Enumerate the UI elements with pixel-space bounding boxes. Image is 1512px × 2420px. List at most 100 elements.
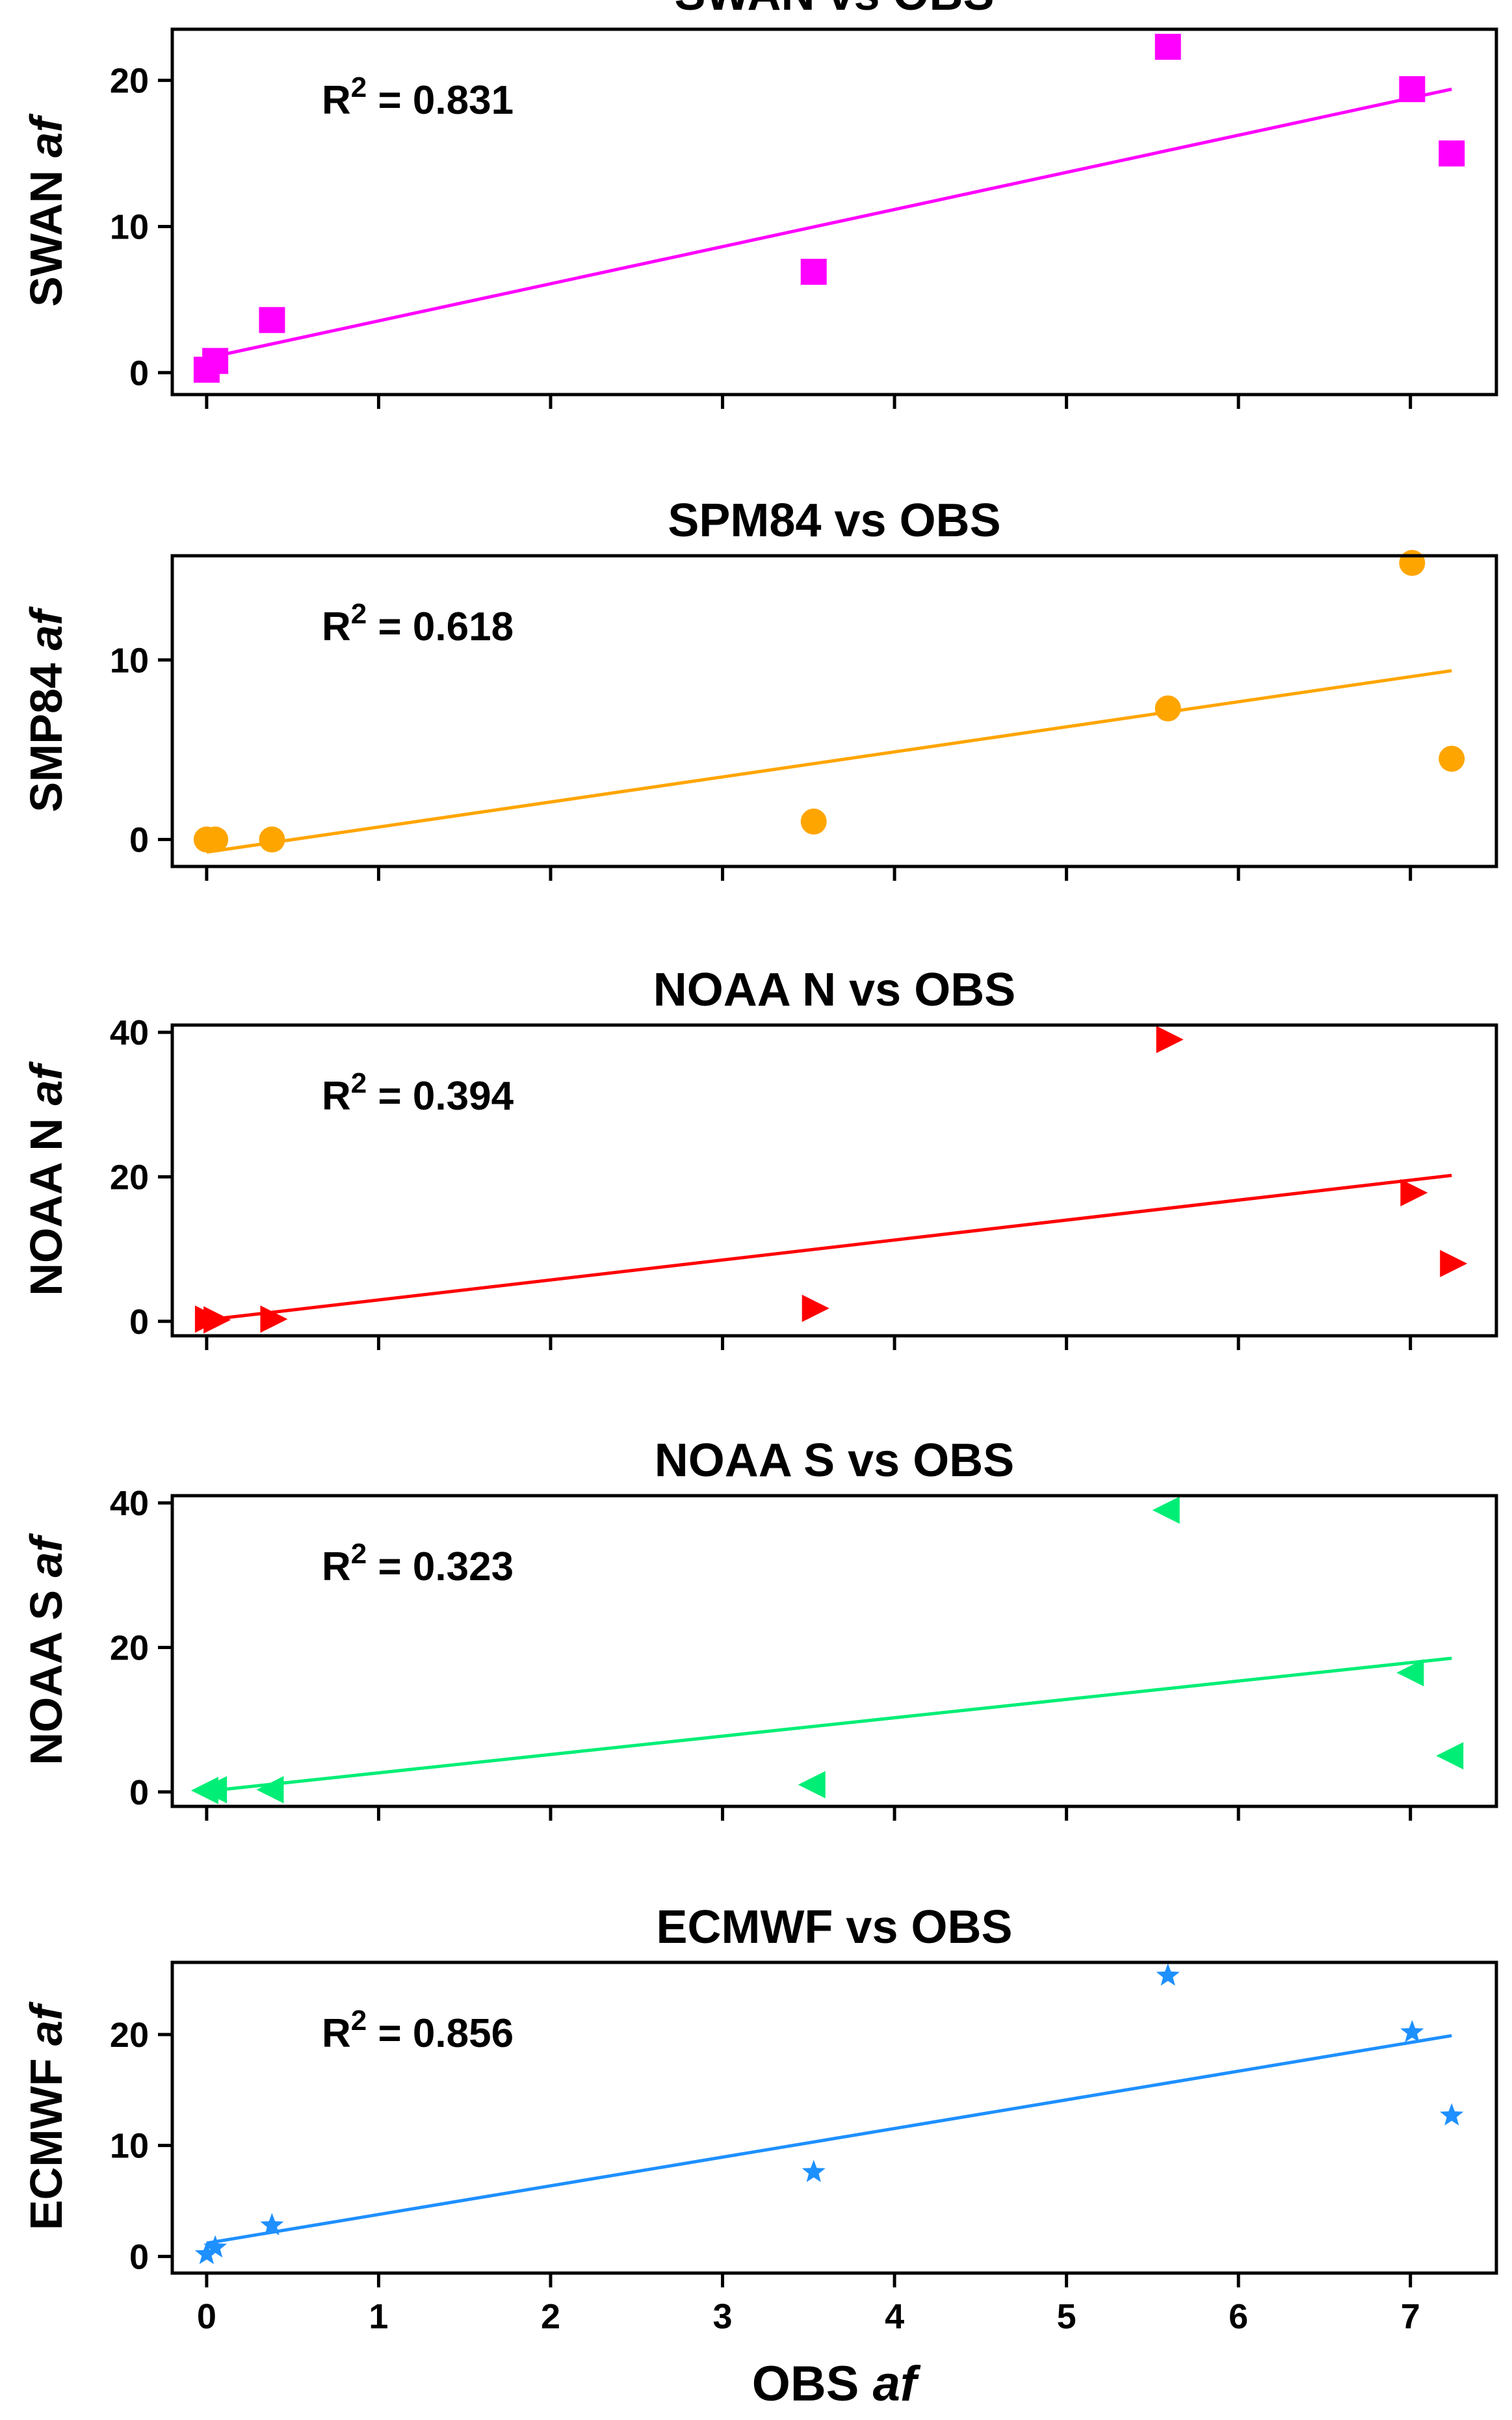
y-axis-label: NOAA S af (21, 1533, 72, 1765)
panel-title: NOAA N vs OBS (653, 964, 1015, 1016)
y-tick-label: 10 (110, 641, 149, 680)
y-tick-label: 20 (110, 2016, 149, 2055)
y-tick-label: 0 (129, 2237, 149, 2276)
regression-line (206, 2034, 1452, 2245)
data-point (1440, 2103, 1464, 2126)
r2-value: = 0.831 (367, 78, 514, 123)
data-point (259, 826, 285, 853)
x-tick-label: 5 (1057, 2297, 1076, 2336)
data-point (802, 2159, 826, 2182)
x-axis-label: OBS af (752, 2356, 921, 2412)
y-axis-label: SMP84 af (21, 606, 72, 813)
data-point (1396, 1659, 1424, 1687)
data-point (798, 1771, 826, 1799)
y-axis-label-italic: af (21, 112, 72, 157)
data-point (1399, 550, 1426, 577)
data-point (260, 1305, 288, 1333)
r2-value: = 0.323 (367, 1544, 514, 1589)
y-axis-label: NOAA N af (21, 1061, 72, 1296)
data-point (203, 1306, 231, 1334)
r2-superscript: 2 (351, 598, 367, 630)
y-axis-label-italic: af (21, 606, 72, 651)
r2-prefix: R (322, 1074, 351, 1119)
y-tick-label: 20 (110, 1158, 149, 1197)
y-tick-label: 20 (110, 1628, 149, 1667)
data-point (1439, 140, 1465, 167)
data-point (1154, 33, 1181, 60)
y-tick-label: 0 (129, 1303, 149, 1342)
y-axis-label-main: ECMWF (21, 2046, 72, 2230)
y-tick-label: 20 (110, 62, 149, 101)
x-tick-label: 4 (885, 2297, 904, 2336)
y-axis-label-italic: af (21, 1533, 72, 1578)
r2-value: = 0.618 (367, 605, 514, 649)
y-axis-label-italic: af (21, 2001, 72, 2046)
y-axis-label-main: SWAN (21, 157, 72, 306)
y-tick-label: 40 (110, 1013, 149, 1052)
data-point (1436, 1742, 1464, 1770)
y-axis-label-main: SMP84 (21, 651, 72, 813)
r2-annotation: R2 = 0.618 (322, 598, 514, 649)
regression-line (206, 1656, 1452, 1793)
r2-superscript: 2 (351, 1067, 367, 1099)
x-tick-label: 6 (1229, 2297, 1248, 2336)
y-axis-label: ECMWF af (21, 2001, 72, 2230)
panel-5: ECMWF vs OBS ECMWF af 0 10 20 0 1 2 3 4 5 6 7 OBS af R… (21, 1901, 1498, 2412)
x-tick-label: 1 (369, 2297, 388, 2336)
panel-3: NOAA N vs OBS NOAA N af 0 20 40 R2 = 0.394 (21, 964, 1498, 1350)
data-point (1154, 695, 1181, 722)
r2-annotation: R2 = 0.394 (322, 1067, 514, 1119)
data-point (194, 2242, 218, 2265)
panel-1: SWAN vs OBS SWAN af 0 10 20 R2 = 0.831 (21, 0, 1498, 409)
data-point (1156, 1963, 1180, 1986)
y-axis-label: SWAN af (21, 112, 72, 306)
x-tick-label: 3 (713, 2297, 733, 2336)
x-tick-label: 7 (1401, 2297, 1420, 2336)
r2-annotation: R2 = 0.856 (322, 2005, 514, 2056)
y-tick-label: 10 (110, 2127, 149, 2166)
regression-line (206, 87, 1452, 360)
r2-annotation: R2 = 0.323 (322, 1538, 514, 1589)
y-tick-label: 0 (129, 821, 149, 860)
r2-prefix: R (322, 1544, 351, 1589)
data-point (1399, 76, 1426, 103)
r2-value: = 0.856 (367, 2011, 514, 2056)
y-tick-label: 10 (110, 207, 149, 246)
data-point (1152, 1496, 1180, 1524)
r2-superscript: 2 (351, 2005, 367, 2036)
panel-4: NOAA S vs OBS NOAA S af 0 20 40 R2 = 0.323 (21, 1435, 1498, 1821)
data-point (260, 2213, 284, 2235)
panel-title: NOAA S vs OBS (655, 1435, 1014, 1487)
x-tick-label: 2 (541, 2297, 560, 2336)
data-point (800, 259, 827, 285)
r2-prefix: R (322, 2011, 351, 2056)
data-point (802, 1294, 829, 1322)
x-axis-label-main: OBS (752, 2356, 873, 2412)
plot-frame (170, 1023, 1498, 1338)
plot-frame (170, 1494, 1498, 1808)
r2-prefix: R (322, 78, 351, 123)
data-point (1400, 1178, 1428, 1206)
panel-title: ECMWF vs OBS (656, 1901, 1012, 1953)
r2-annotation: R2 = 0.831 (322, 72, 514, 123)
y-tick-label: 40 (110, 1484, 149, 1523)
y-axis-label-italic: af (21, 1061, 72, 1106)
data-point (256, 1776, 284, 1804)
data-point (202, 348, 229, 374)
plot-frame (170, 554, 1498, 868)
data-point (1156, 1026, 1184, 1054)
panel-2: SPM84 vs OBS SMP84 af 0 10 R2 = 0.618 (21, 495, 1498, 881)
r2-value: = 0.394 (367, 1074, 514, 1119)
r2-superscript: 2 (351, 72, 367, 103)
r2-superscript: 2 (351, 1538, 367, 1570)
data-point (202, 826, 229, 853)
y-axis-label-main: NOAA S (21, 1578, 72, 1765)
y-tick-label: 0 (129, 1773, 149, 1812)
data-point (1440, 1249, 1468, 1277)
data-point (800, 808, 827, 835)
data-point (1439, 746, 1465, 772)
y-tick-label: 0 (129, 354, 149, 393)
regression-line (206, 669, 1452, 854)
data-point (259, 307, 285, 333)
